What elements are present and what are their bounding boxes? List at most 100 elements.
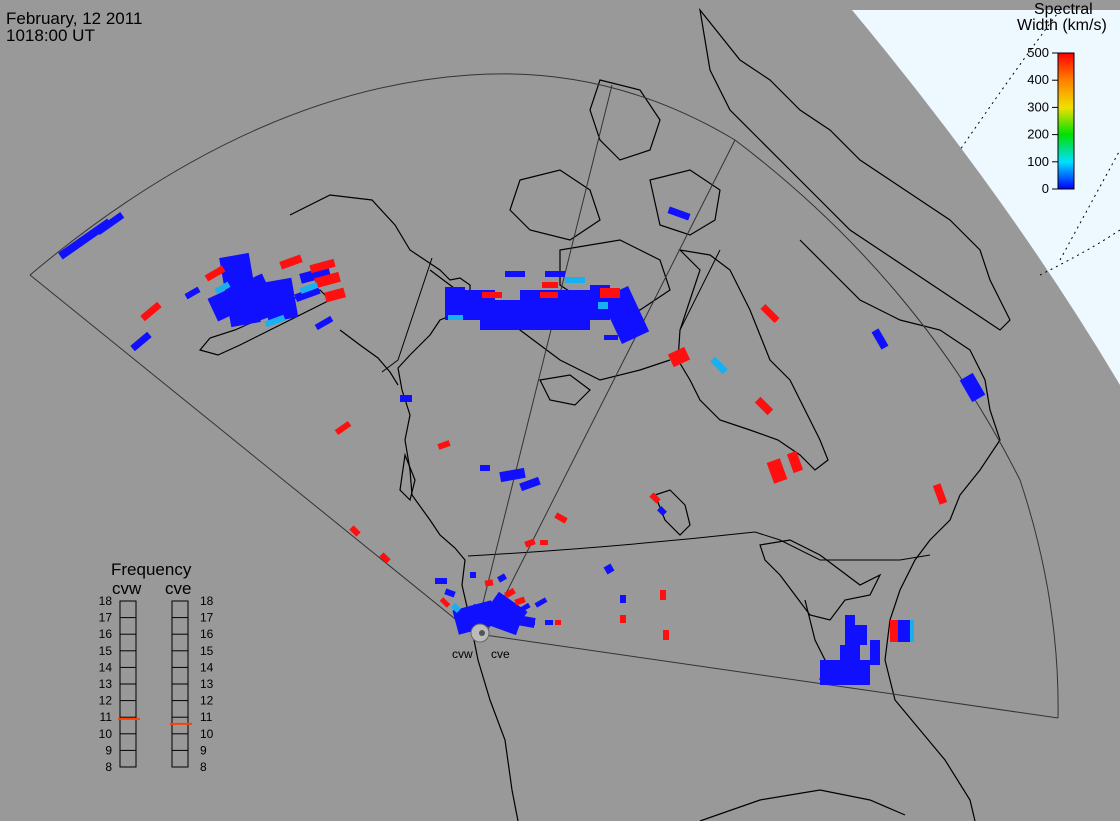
data-cell	[140, 301, 162, 322]
coast-arctic-islands-5	[539, 374, 591, 406]
data-cell	[540, 292, 558, 298]
data-cell	[400, 395, 412, 402]
data-cell	[760, 303, 780, 324]
data-cell	[261, 277, 299, 323]
colorbar-title-line2: Width (km/s)	[1017, 17, 1107, 34]
frequency-title: Frequency	[111, 560, 192, 579]
frequency-scale-label: 15	[200, 644, 214, 658]
data-cell	[505, 271, 525, 277]
data-cell	[540, 540, 548, 545]
frequency-scale-label: 16	[99, 627, 113, 641]
data-cell	[525, 620, 535, 625]
data-cell	[710, 356, 728, 375]
data-cell	[444, 588, 456, 598]
data-cell	[660, 590, 666, 600]
polar-dotted-circle-1	[959, 9, 1061, 151]
data-cell	[667, 206, 691, 221]
frequency-scale-label: 11	[200, 710, 213, 724]
scatter-cells	[58, 206, 986, 685]
data-cell	[786, 450, 804, 474]
data-cell	[451, 603, 461, 613]
frequency-radar-cve: cve	[165, 579, 191, 598]
border-canada-provinces	[679, 249, 721, 331]
coast-great-lakes	[759, 539, 882, 621]
data-cell	[470, 572, 476, 578]
data-cell	[855, 625, 867, 645]
data-cell	[890, 620, 900, 642]
data-cell	[657, 506, 667, 516]
radar-fov	[29, 73, 1059, 719]
polar-region	[852, 10, 1120, 385]
coastlines	[198, 7, 1011, 822]
frequency-scale-label: 8	[200, 760, 207, 774]
frequency-scale-label: 17	[99, 611, 113, 625]
frequency-scale-label: 14	[99, 660, 113, 674]
data-cell	[766, 458, 788, 484]
frequency-scale-label: 15	[99, 644, 113, 658]
frequency-scale-label: 16	[200, 627, 214, 641]
data-cell	[379, 552, 391, 564]
data-cell	[840, 645, 860, 665]
coast-arctic-islands-1	[589, 79, 661, 161]
coast-labrador	[799, 239, 1001, 822]
data-cell	[524, 538, 536, 548]
data-cell	[294, 285, 321, 303]
colorbar-ticks: 500 400 300 200 100 0	[1027, 45, 1058, 196]
data-cell	[437, 440, 451, 450]
data-cell	[932, 483, 948, 505]
data-cell	[264, 314, 286, 328]
data-cell	[499, 467, 526, 483]
frequency-scale-label: 10	[99, 727, 113, 741]
data-cell	[299, 282, 319, 294]
colorbar-tick-label: 500	[1027, 45, 1049, 60]
frequency-scale-label: 9	[200, 743, 207, 757]
data-cell	[554, 512, 568, 524]
data-cell	[519, 602, 531, 613]
frequency-scale-label: 14	[200, 660, 214, 674]
frequency-scale-label: 12	[200, 694, 214, 708]
data-cell	[480, 300, 520, 330]
fov-beam-a	[474, 84, 613, 636]
data-cell	[204, 265, 226, 282]
frequency-scale-label: 8	[105, 760, 112, 774]
data-cell	[754, 396, 774, 416]
data-cell	[448, 315, 463, 320]
data-cell	[314, 315, 334, 331]
colorbar-tick-label: 0	[1042, 181, 1049, 196]
data-cell	[565, 277, 585, 283]
colorbar-tick-label: 400	[1027, 72, 1049, 87]
frequency-scale-label: 13	[200, 677, 214, 691]
data-cell	[600, 286, 650, 344]
frequency-scale-label: 18	[99, 594, 113, 608]
data-cell	[545, 620, 553, 625]
coast-arctic-islands-4	[649, 169, 721, 236]
data-cell	[959, 372, 986, 403]
data-cell	[484, 579, 494, 587]
frequency-scale-label: 17	[200, 611, 214, 625]
frequency-radar-cvw: cvw	[112, 579, 142, 598]
data-cell	[555, 620, 561, 625]
data-cell	[649, 492, 661, 504]
data-cell	[324, 287, 346, 303]
data-cell	[519, 476, 541, 492]
data-cell	[542, 282, 558, 288]
frequency-scale-label: 18	[200, 594, 214, 608]
coast-bc-islands	[399, 452, 416, 502]
frequency-scale-label: 12	[99, 694, 113, 708]
polar-dotted-circle-2	[1039, 229, 1120, 276]
data-cell	[349, 525, 361, 537]
data-cell	[545, 271, 565, 277]
data-cell	[214, 281, 231, 295]
data-cell	[480, 465, 490, 471]
colorbar-title-line1: Spectral	[1034, 1, 1093, 18]
fov-south-edge	[484, 634, 1059, 719]
boundaries	[381, 249, 931, 561]
data-cell	[534, 597, 548, 608]
data-cell	[504, 587, 516, 599]
coast-alaska-south	[339, 329, 399, 386]
coast-arctic-islands-2	[509, 169, 601, 241]
data-cell	[482, 292, 502, 298]
coast-arctic-islands-3	[559, 239, 671, 311]
